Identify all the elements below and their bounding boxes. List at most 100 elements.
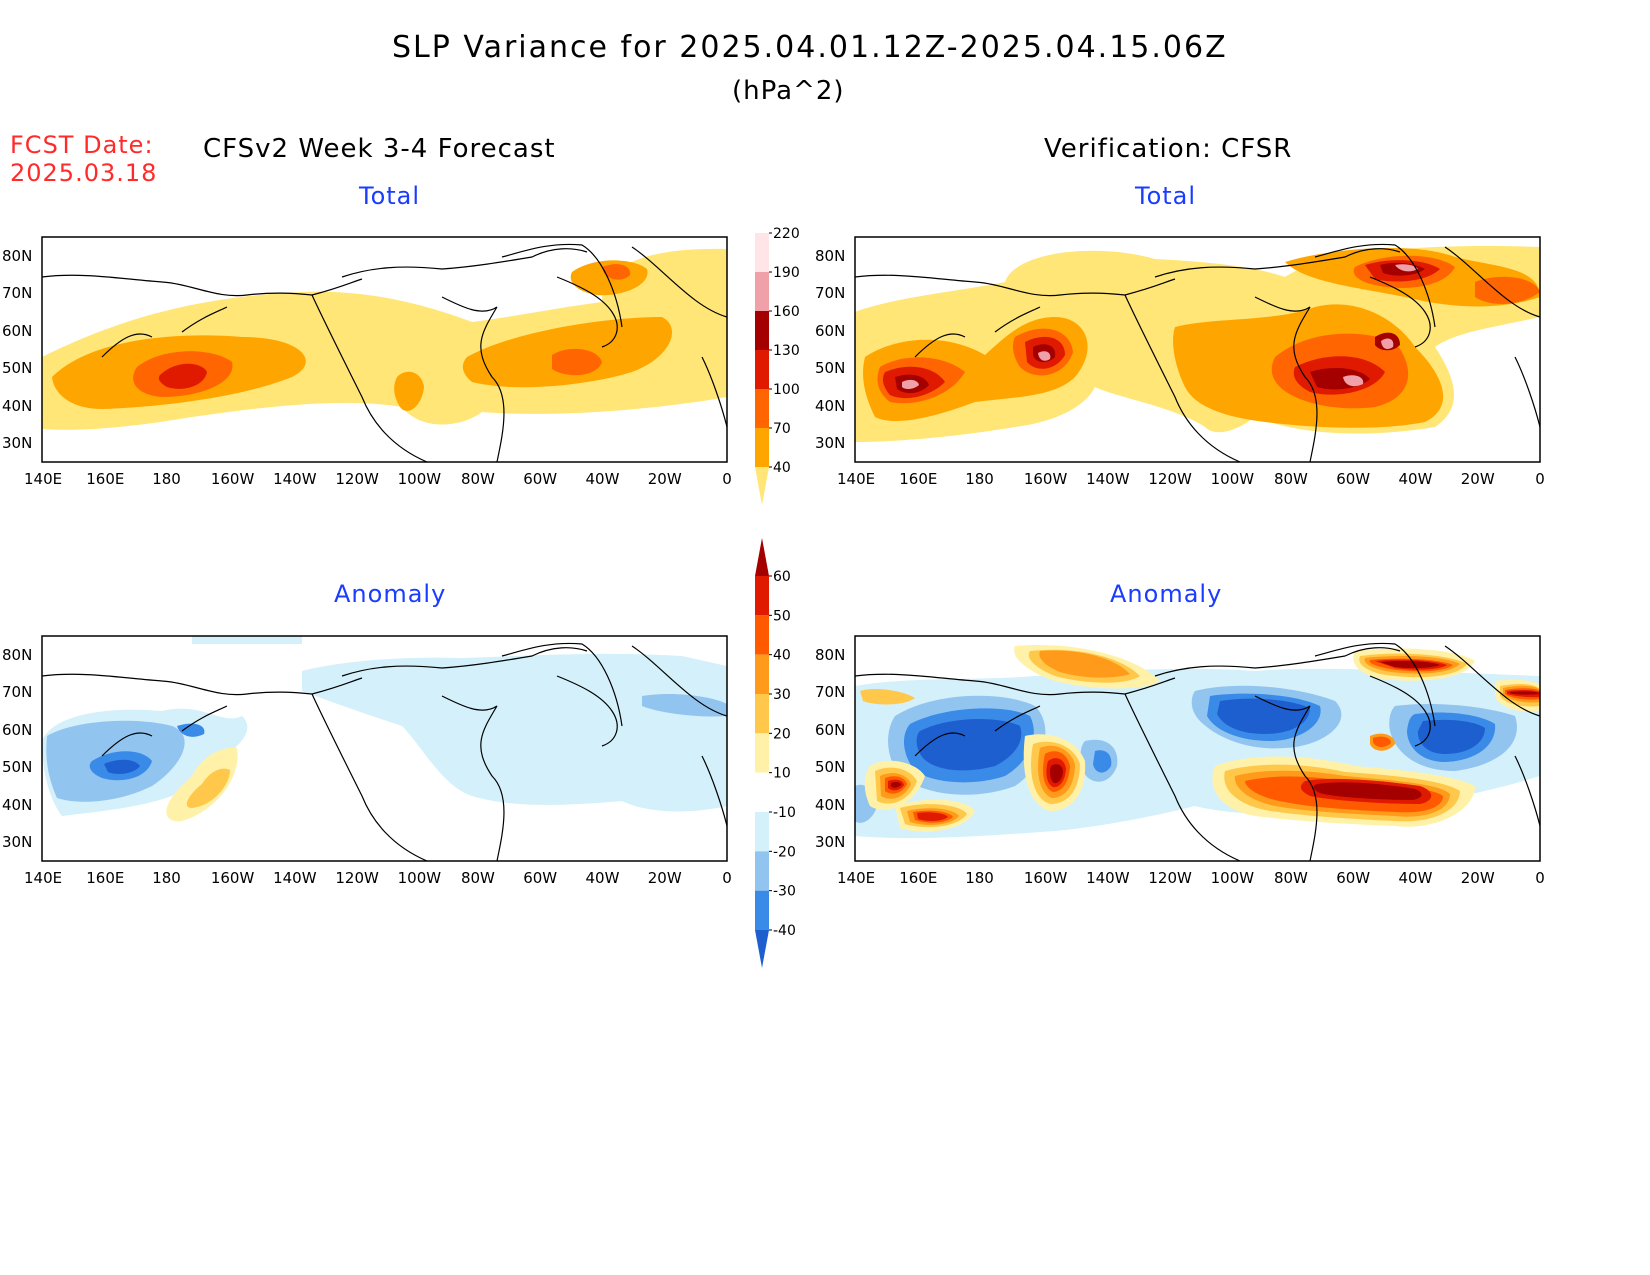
colorbar-level-label: 20	[773, 726, 791, 742]
lat-tick-label: 80N	[815, 246, 846, 265]
lon-tick-label: 140W	[273, 869, 317, 887]
lat-tick-label: 50N	[815, 758, 846, 777]
lon-tick-label: 0	[1535, 470, 1545, 488]
lat-tick-label: 40N	[815, 396, 846, 415]
colorbar-swatch	[755, 467, 769, 505]
contour-fill	[855, 645, 1540, 839]
colorbar-swatch	[755, 930, 769, 968]
fcst-date-label: FCST Date:	[10, 131, 154, 159]
colorbar-level-label: 130	[773, 343, 800, 359]
colorbar-swatch	[755, 576, 769, 616]
lat-tick-label: 60N	[815, 321, 846, 340]
lon-tick-label: 160W	[210, 470, 255, 488]
colorbar-level-label: 70	[773, 421, 791, 437]
colorbar-swatch	[755, 389, 769, 428]
colorbar-level-label: -10	[773, 805, 796, 821]
lat-tick-label: 60N	[815, 720, 846, 739]
verification-anomaly-map	[854, 635, 1541, 862]
lon-tick-label: 120W	[335, 869, 379, 887]
lon-tick-label: 180	[152, 869, 181, 887]
panel-title-ver-anom: Anomaly	[1110, 580, 1223, 608]
lon-tick-label: 140E	[24, 470, 63, 488]
lon-tick-label: 60W	[523, 470, 558, 488]
lat-tick-label: 70N	[815, 284, 846, 303]
lat-tick-label: 40N	[2, 795, 33, 814]
colorbar-swatch	[755, 233, 769, 272]
contour-fill	[42, 248, 727, 430]
figure-title: SLP Variance for 2025.04.01.12Z-2025.04.…	[392, 30, 1228, 65]
map-frame	[41, 236, 728, 463]
colorbar-swatch	[755, 311, 769, 350]
lon-tick-label: 160W	[210, 869, 255, 887]
colorbar-swatch	[755, 350, 769, 389]
colorbar-swatch	[755, 272, 769, 311]
lon-tick-label: 160E	[899, 869, 938, 887]
lat-tick-label: 50N	[2, 359, 33, 378]
lat-tick-label: 50N	[2, 758, 33, 777]
colorbar-swatch	[755, 890, 769, 930]
lon-tick-label: 0	[722, 470, 732, 488]
lon-tick-label: 140E	[837, 470, 876, 488]
forecast-anomaly-map	[41, 635, 728, 862]
colorbar-level-label: -40	[773, 923, 796, 939]
coastlines	[854, 642, 1541, 862]
lat-tick-label: 40N	[2, 396, 33, 415]
map-frame	[854, 236, 1541, 463]
colorbar-level-label: 40	[773, 460, 791, 476]
lon-tick-label: 80W	[460, 869, 495, 887]
lat-tick-label: 80N	[815, 645, 846, 664]
anomaly-colorbar: 60 50 40 30 20 10 -10 -20 -30 -40	[755, 538, 796, 968]
colorbar-swatch	[755, 195, 769, 233]
lon-tick-label: 120W	[1148, 470, 1192, 488]
lon-tick-label: 180	[965, 869, 994, 887]
lon-tick-label: 140E	[837, 869, 876, 887]
lon-tick-label: 140W	[1086, 869, 1130, 887]
lon-tick-label: 60W	[1336, 470, 1371, 488]
colorbar-level-label: -20	[773, 844, 796, 860]
coastlines	[854, 243, 1541, 463]
lon-tick-label: 20W	[647, 470, 682, 488]
lat-tick-label: 40N	[815, 795, 846, 814]
colorbar-level-label: 40	[773, 648, 791, 664]
colorbar-swatch	[755, 615, 769, 655]
lat-tick-label: 80N	[2, 246, 33, 265]
colorbar-level-label: 100	[773, 382, 800, 398]
fcst-date-value: 2025.03.18	[10, 159, 158, 187]
lat-tick-label: 60N	[2, 321, 33, 340]
lon-tick-label: 100W	[397, 869, 442, 887]
lon-tick-label: 140W	[273, 470, 317, 488]
lon-tick-label: 120W	[1148, 869, 1192, 887]
lon-tick-label: 40W	[585, 869, 620, 887]
colorbar-swatch	[755, 428, 769, 467]
lat-tick-label: 70N	[2, 284, 33, 303]
lon-tick-label: 140E	[24, 869, 63, 887]
lon-tick-label: 180	[965, 470, 994, 488]
coastlines	[41, 243, 728, 463]
verification-heading: Verification: CFSR	[1044, 134, 1293, 164]
lon-tick-label: 80W	[1273, 869, 1308, 887]
colorbar-swatch	[755, 851, 769, 891]
colorbar-swatch	[755, 733, 769, 773]
lon-tick-label: 160E	[86, 869, 125, 887]
forecast-total-map	[41, 236, 728, 463]
lat-tick-label: 50N	[815, 359, 846, 378]
forecast-heading: CFSv2 Week 3-4 Forecast	[203, 134, 556, 164]
lon-tick-label: 20W	[1460, 869, 1495, 887]
lon-tick-label: 80W	[1273, 470, 1308, 488]
coastlines	[41, 642, 728, 862]
colorbar-swatch	[755, 694, 769, 734]
colorbar-swatch	[755, 812, 769, 852]
lon-tick-label: 160W	[1023, 869, 1068, 887]
lon-tick-label: 100W	[1210, 869, 1255, 887]
lat-tick-label: 80N	[2, 645, 33, 664]
lat-tick-label: 30N	[815, 833, 846, 852]
lat-tick-label: 30N	[2, 833, 33, 852]
lon-tick-label: 60W	[1336, 869, 1371, 887]
lon-tick-label: 40W	[585, 470, 620, 488]
contour-fill	[42, 636, 727, 822]
colorbar-level-label: 160	[773, 304, 800, 320]
total-colorbar: 220 190 160 130 100 70 40	[755, 195, 800, 505]
colorbar-level-label: 10	[773, 766, 791, 782]
lon-tick-label: 140W	[1086, 470, 1130, 488]
lon-tick-label: 20W	[647, 869, 682, 887]
